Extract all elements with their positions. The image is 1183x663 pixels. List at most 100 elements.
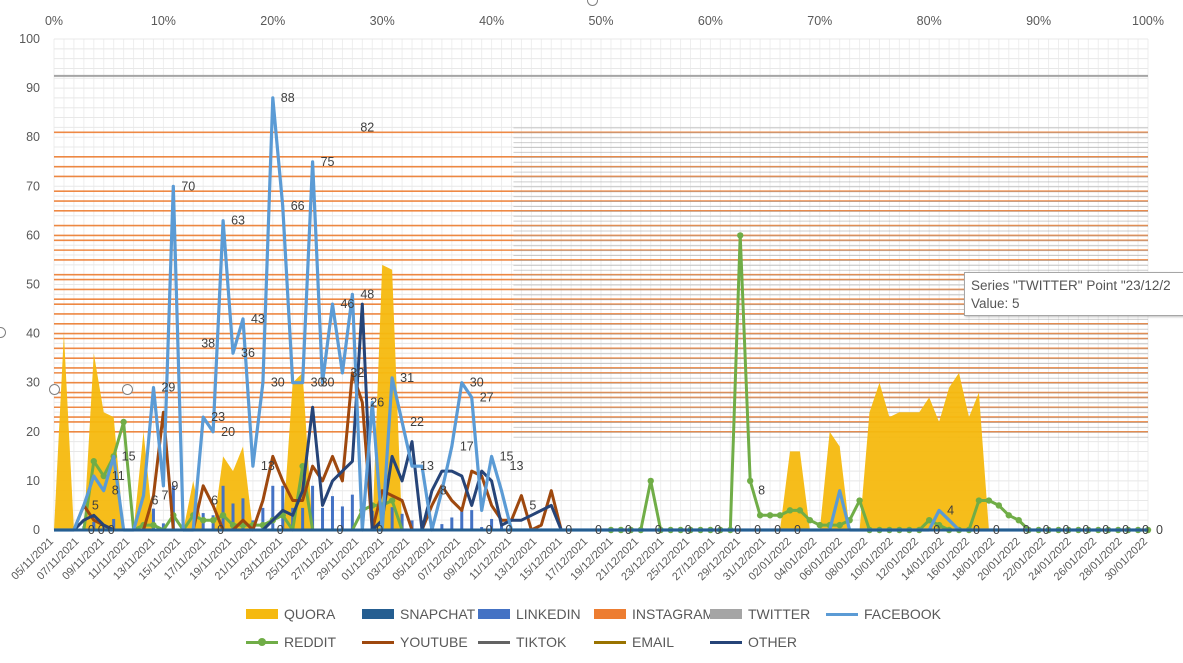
reddit-point xyxy=(150,521,157,529)
linkedin-bar xyxy=(151,508,155,530)
legend-label: REDDIT xyxy=(284,634,337,650)
data-label: 5 xyxy=(92,498,99,512)
legend-label: SNAPCHAT xyxy=(400,606,476,622)
data-label: 11 xyxy=(112,469,125,483)
legend-swatch xyxy=(246,609,278,619)
right-value-label: 0 xyxy=(1156,523,1163,537)
reddit-point xyxy=(926,516,933,524)
y-tick-label: 60 xyxy=(26,228,40,242)
legend-swatch xyxy=(362,609,394,619)
data-label-zero: 0 xyxy=(595,523,602,537)
linkedin-bar xyxy=(231,503,235,530)
data-label: 15 xyxy=(122,449,136,463)
legend-item-email[interactable]: EMAIL xyxy=(594,630,674,654)
legend-item-instagram[interactable]: INSTAGRAM xyxy=(594,602,714,626)
data-label: 31 xyxy=(400,371,414,385)
data-label-zero: 0 xyxy=(1102,523,1109,537)
selection-handle-right[interactable] xyxy=(122,384,133,395)
legend-item-linkedin[interactable]: LINKEDIN xyxy=(478,602,581,626)
legend-item-youtube[interactable]: YOUTUBE xyxy=(362,630,468,654)
linkedin-bar xyxy=(321,507,325,530)
reddit-point xyxy=(756,512,764,519)
reddit-point xyxy=(1015,516,1022,524)
linkedin-bar xyxy=(410,520,414,530)
data-label: 36 xyxy=(241,346,255,360)
legend-item-twitter[interactable]: TWITTER xyxy=(710,602,810,626)
data-label-zero: 0 xyxy=(1082,523,1089,537)
reddit-point xyxy=(975,497,983,504)
y-tick-label: 70 xyxy=(26,179,40,193)
reddit-point xyxy=(219,512,227,519)
data-label: 4 xyxy=(947,503,954,517)
legend-swatch xyxy=(710,609,742,619)
data-label: 88 xyxy=(281,91,295,105)
data-label-zero: 0 xyxy=(1023,523,1030,537)
legend-label: EMAIL xyxy=(632,634,675,650)
data-label-zero: 0 xyxy=(98,523,105,537)
reddit-point xyxy=(209,516,217,524)
top-tick-label: 20% xyxy=(260,14,285,28)
legend-label: INSTAGRAM xyxy=(632,606,715,622)
data-label-zero: 0 xyxy=(685,523,692,537)
top-tick-label: 10% xyxy=(151,14,176,28)
legend-row-1: QUORA SNAPCHAT LINKEDIN INSTAGRAM TWITTER FAC… xyxy=(0,602,1183,626)
reddit-point xyxy=(776,512,784,519)
reddit-point xyxy=(388,497,396,504)
data-label: 5 xyxy=(529,498,536,512)
top-tick-label: 30% xyxy=(370,14,395,28)
legend-item-facebook[interactable]: FACEBOOK xyxy=(826,602,941,626)
top-tick-label: 70% xyxy=(807,14,832,28)
data-label-zero: 0 xyxy=(1142,523,1149,537)
reddit-point xyxy=(100,472,107,480)
legend-item-quora[interactable]: QUORA xyxy=(246,602,335,626)
data-label-zero: 0 xyxy=(1122,523,1129,537)
data-label: 23 xyxy=(211,410,225,424)
data-label-zero: 0 xyxy=(774,523,781,537)
legend-swatch xyxy=(478,609,510,619)
data-label: 8 xyxy=(440,484,447,498)
legend-item-snapchat[interactable]: SNAPCHAT xyxy=(362,602,475,626)
data-label-zero: 0 xyxy=(933,523,940,537)
data-label-zero: 0 xyxy=(108,523,115,537)
data-label: 46 xyxy=(340,297,354,311)
legend-item-reddit[interactable]: REDDIT xyxy=(246,630,336,654)
reddit-point xyxy=(935,521,943,529)
reddit-point xyxy=(90,458,97,465)
data-label: 27 xyxy=(480,390,494,404)
selection-handle-left[interactable] xyxy=(49,384,60,395)
legend-label: OTHER xyxy=(748,634,797,650)
legend-swatch xyxy=(362,640,394,644)
data-label: 38 xyxy=(201,336,215,350)
series-lines xyxy=(54,96,1152,534)
chart-legend[interactable]: QUORA SNAPCHAT LINKEDIN INSTAGRAM TWITTER FAC… xyxy=(0,600,1183,660)
linkedin-bar xyxy=(92,521,96,530)
reddit-point xyxy=(985,497,993,504)
linkedin-bar xyxy=(330,496,334,530)
reddit-point xyxy=(746,477,754,485)
data-label-zero: 0 xyxy=(336,523,343,537)
top-tick-label: 50% xyxy=(588,14,613,28)
data-label-zero: 0 xyxy=(973,523,980,537)
linkedin-bar xyxy=(221,485,225,530)
y-tick-label: 0 xyxy=(33,523,40,537)
linkedin-bar xyxy=(470,510,474,530)
data-label: 30 xyxy=(311,376,325,390)
linkedin-bar xyxy=(161,523,165,530)
y-tick-label: 10 xyxy=(26,474,40,488)
reddit-point xyxy=(995,502,1003,509)
legend-item-other[interactable]: OTHER xyxy=(710,630,797,654)
reddit-point xyxy=(796,507,804,514)
linkedin-bar xyxy=(291,507,295,530)
data-label-zero: 0 xyxy=(1043,523,1050,537)
linkedin-bar xyxy=(350,494,354,530)
legend-swatch xyxy=(594,609,626,619)
data-label: 8 xyxy=(758,484,765,498)
series-bars xyxy=(82,485,504,530)
linkedin-bar xyxy=(311,485,315,530)
y-tick-label: 80 xyxy=(26,130,40,144)
legend-item-tiktok[interactable]: TIKTOK xyxy=(478,630,566,654)
linkedin-bar xyxy=(102,524,106,530)
y-tick-label: 100 xyxy=(19,32,40,46)
